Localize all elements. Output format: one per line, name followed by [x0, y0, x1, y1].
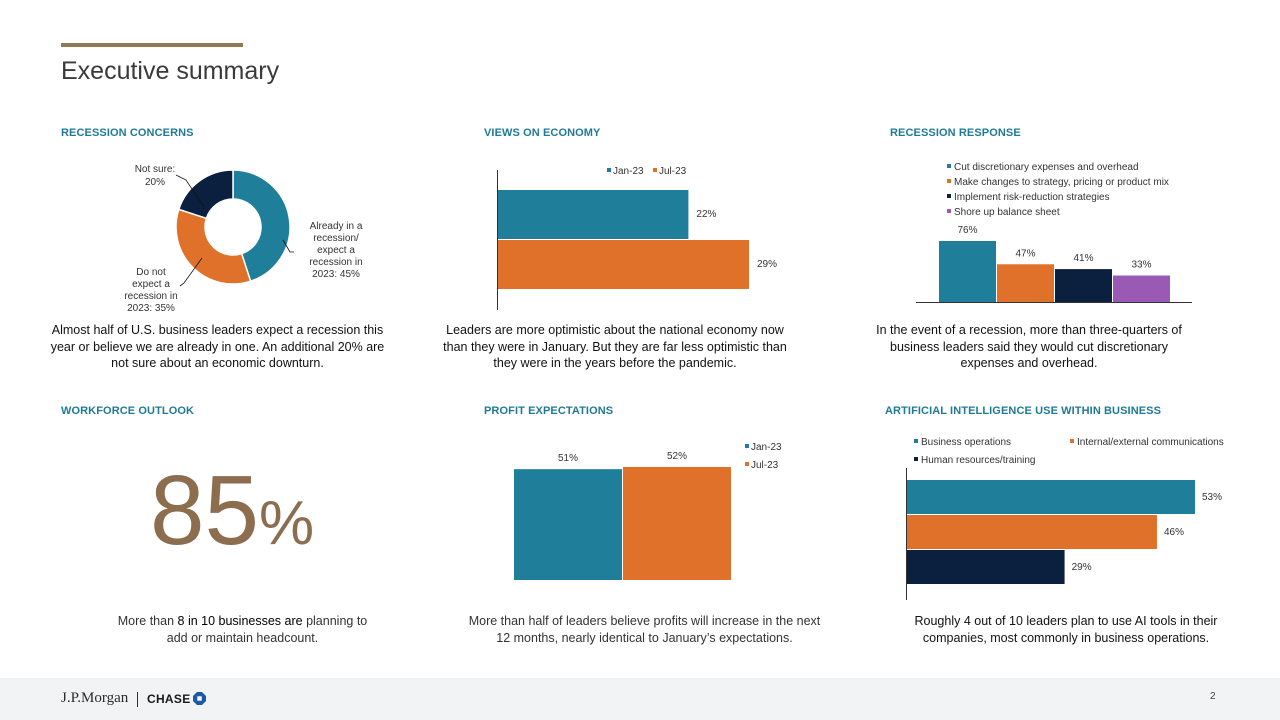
workforce-percent-sign: % — [259, 489, 315, 558]
chase-logo-text: CHASE — [147, 692, 191, 706]
profit-bar-label-0: 51% — [558, 453, 578, 464]
profit-legend-swatch-0 — [745, 444, 749, 448]
legend-label-0: Jan-23 — [613, 166, 644, 177]
ai-legend-swatch-0 — [914, 439, 918, 443]
footer-separator — [137, 692, 138, 707]
rr-bar-label-0: 76% — [957, 225, 977, 236]
views-bar-jul-23 — [498, 240, 749, 289]
leader-line-not-sure — [175, 174, 205, 208]
section-title-workforce-outlook: WORKFORCE OUTLOOK — [61, 405, 195, 417]
ai-legend-label-2: Human resources/training — [921, 455, 1036, 466]
rr-legend-swatch-3 — [947, 209, 951, 213]
ai-bar-2 — [907, 550, 1065, 584]
label-not-sure: Not sure: — [135, 164, 176, 175]
rr-legend-swatch-2 — [947, 194, 951, 198]
ai-bar-label-2: 29% — [1072, 562, 1092, 573]
rr-bar-1 — [997, 264, 1054, 302]
views-on-economy-chart: Jan-23 Jul-23 22% 29% — [497, 166, 777, 310]
footer-bar — [0, 678, 1280, 720]
ai-bar-0 — [907, 480, 1195, 514]
caption-recession-concerns: Almost half of U.S. business leaders exp… — [50, 323, 385, 370]
workforce-caption-part1: More than — [117, 614, 178, 628]
profit-bar-jul-23 — [623, 467, 731, 580]
rr-bar-2 — [1055, 269, 1112, 302]
workforce-caption-part2: 8 in 10 businesses are — [177, 614, 303, 628]
recession-response-chart: Cut discretionary expenses and overhead M… — [916, 162, 1192, 303]
label-already-5: 2023: 45% — [312, 269, 360, 280]
ai-bar-label-1: 46% — [1164, 527, 1184, 538]
profit-expectations-chart: 51% 52% Jan-23 Jul-23 — [514, 442, 782, 580]
caption-profit-expectations: More than half of leaders believe profit… — [468, 614, 821, 645]
chase-octagon-icon — [193, 692, 206, 705]
recession-concerns-donut-chart: Not sure: 20% Already in a recession/ ex… — [124, 164, 363, 314]
caption-ai-use: Roughly 4 out of 10 leaders plan to use … — [914, 614, 1218, 645]
title-accent-bar — [61, 43, 243, 47]
rr-legend-label-3: Shore up balance sheet — [954, 207, 1060, 218]
rr-bar-label-2: 41% — [1073, 253, 1093, 264]
workforce-number: 85 — [150, 455, 260, 565]
workforce-big-number: 85% — [150, 455, 314, 565]
label-do-not-4: 2023: 35% — [127, 303, 175, 314]
label-already-3: expect a — [317, 245, 355, 256]
caption-recession-response: In the event of a recession, more than t… — [876, 323, 1182, 370]
rr-bar-3 — [1113, 275, 1170, 302]
section-title-recession-concerns: RECESSION CONCERNS — [61, 127, 194, 139]
rr-bar-0 — [939, 241, 996, 302]
page-title: Executive summary — [61, 57, 280, 85]
section-title-ai-use: ARTIFICIAL INTELLIGENCE USE WITHIN BUSIN… — [885, 405, 1162, 417]
label-do-not-1: Do not — [136, 267, 166, 278]
profit-legend-swatch-1 — [745, 462, 749, 466]
caption-views-on-economy: Leaders are more optimistic about the na… — [443, 323, 787, 370]
profit-bar-label-1: 52% — [667, 451, 687, 462]
profit-legend-label-0: Jan-23 — [751, 442, 782, 453]
ai-legend-label-0: Business operations — [921, 437, 1011, 448]
donut-slice-1 — [175, 208, 252, 285]
ai-legend-label-1: Internal/external communications — [1077, 437, 1224, 448]
label-already-4: recession in — [309, 257, 362, 268]
ai-legend-swatch-1 — [1070, 439, 1074, 443]
donut-slice-2 — [177, 169, 234, 220]
rr-bar-label-1: 47% — [1015, 248, 1035, 259]
profit-legend-label-1: Jul-23 — [751, 460, 779, 471]
legend-swatch-1 — [653, 168, 657, 172]
rr-legend-label-2: Implement risk-reduction strategies — [954, 192, 1110, 203]
rr-legend-swatch-1 — [947, 179, 951, 183]
legend-label-1: Jul-23 — [659, 166, 687, 177]
ai-bar-1 — [907, 515, 1157, 549]
donut-slice-0 — [232, 169, 291, 283]
section-title-profit-expectations: PROFIT EXPECTATIONS — [484, 405, 614, 417]
leader-line-already — [282, 239, 294, 253]
legend-swatch-0 — [607, 168, 611, 172]
profit-bar-jan-23 — [514, 469, 622, 580]
page-number: 2 — [1210, 691, 1216, 702]
ai-bar-label-0: 53% — [1202, 492, 1222, 503]
ai-use-chart: Business operations Internal/external com… — [906, 437, 1224, 600]
rr-legend-label-1: Make changes to strategy, pricing or pro… — [954, 177, 1169, 188]
caption-workforce-outlook: More than 8 in 10 businesses are plannin… — [110, 613, 375, 646]
workforce-caption-part3: planning to add or maintain headcount. — [166, 614, 368, 645]
label-do-not-3: recession in — [124, 291, 177, 302]
section-title-recession-response: RECESSION RESPONSE — [890, 127, 1021, 139]
rr-legend-swatch-0 — [947, 164, 951, 168]
views-bar-label-0: 22% — [696, 209, 716, 220]
leader-line-do-not — [179, 257, 203, 287]
rr-legend-label-0: Cut discretionary expenses and overhead — [954, 162, 1139, 173]
label-already-1: Already in a — [310, 221, 363, 232]
views-bar-jan-23 — [498, 190, 689, 239]
section-title-views-on-economy: VIEWS ON ECONOMY — [484, 127, 601, 139]
views-bar-label-1: 29% — [757, 259, 777, 270]
label-not-sure-value: 20% — [145, 177, 165, 188]
label-do-not-2: expect a — [132, 279, 170, 290]
jpmorgan-logo-text: J.P.Morgan — [61, 690, 129, 706]
rr-bar-label-3: 33% — [1131, 260, 1151, 271]
ai-legend-swatch-2 — [914, 457, 918, 461]
label-already-2: recession/ — [313, 233, 359, 244]
